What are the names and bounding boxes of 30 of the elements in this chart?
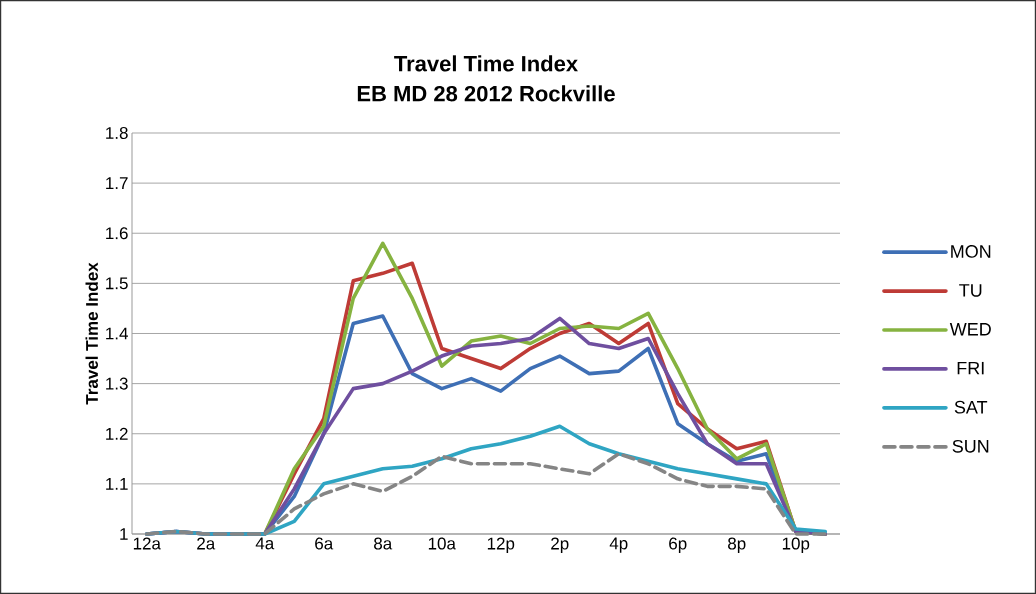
x-tick-label: 2p [551, 537, 569, 553]
y-tick-label: 1.7 [106, 177, 128, 189]
y-tick-label: 1.5 [106, 277, 128, 290]
x-tick-label: 4p [609, 537, 628, 553]
x-tick-label: 6p [669, 537, 687, 553]
legend-label: MON [951, 245, 991, 258]
y-tick-label: 1 [120, 528, 128, 540]
legend-label: TU [959, 284, 982, 297]
chart-title: Travel Time Index [394, 55, 578, 72]
legend-label: SAT [954, 400, 988, 414]
legend-label: WED [949, 323, 991, 336]
x-tick-label: 10p [782, 537, 810, 553]
x-tick-label: 10a [428, 537, 456, 550]
y-tick-label: 1.6 [106, 227, 128, 240]
legend-label: SUN [952, 439, 989, 453]
y-tick-label: 1.3 [106, 377, 128, 390]
y-axis-title: Travel Time Index [85, 262, 98, 405]
y-tick-label: 1.1 [106, 478, 128, 490]
x-tick-label: 2a [197, 537, 216, 550]
y-tick-label: 1.8 [106, 126, 128, 140]
x-tick-label: 12p [487, 537, 515, 553]
x-tick-label: 12a [133, 537, 161, 550]
x-tick-label: 4a [255, 537, 275, 550]
x-tick-label: 8a [374, 537, 393, 550]
legend-label: FRI [957, 361, 984, 375]
chart-subtitle: EB MD 28 2012 Rockville [357, 85, 615, 102]
y-tick-label: 1.2 [106, 427, 128, 440]
x-tick-label: 6a [315, 537, 334, 550]
x-tick-label: 8p [728, 537, 746, 553]
y-tick-label: 1.4 [106, 327, 128, 340]
